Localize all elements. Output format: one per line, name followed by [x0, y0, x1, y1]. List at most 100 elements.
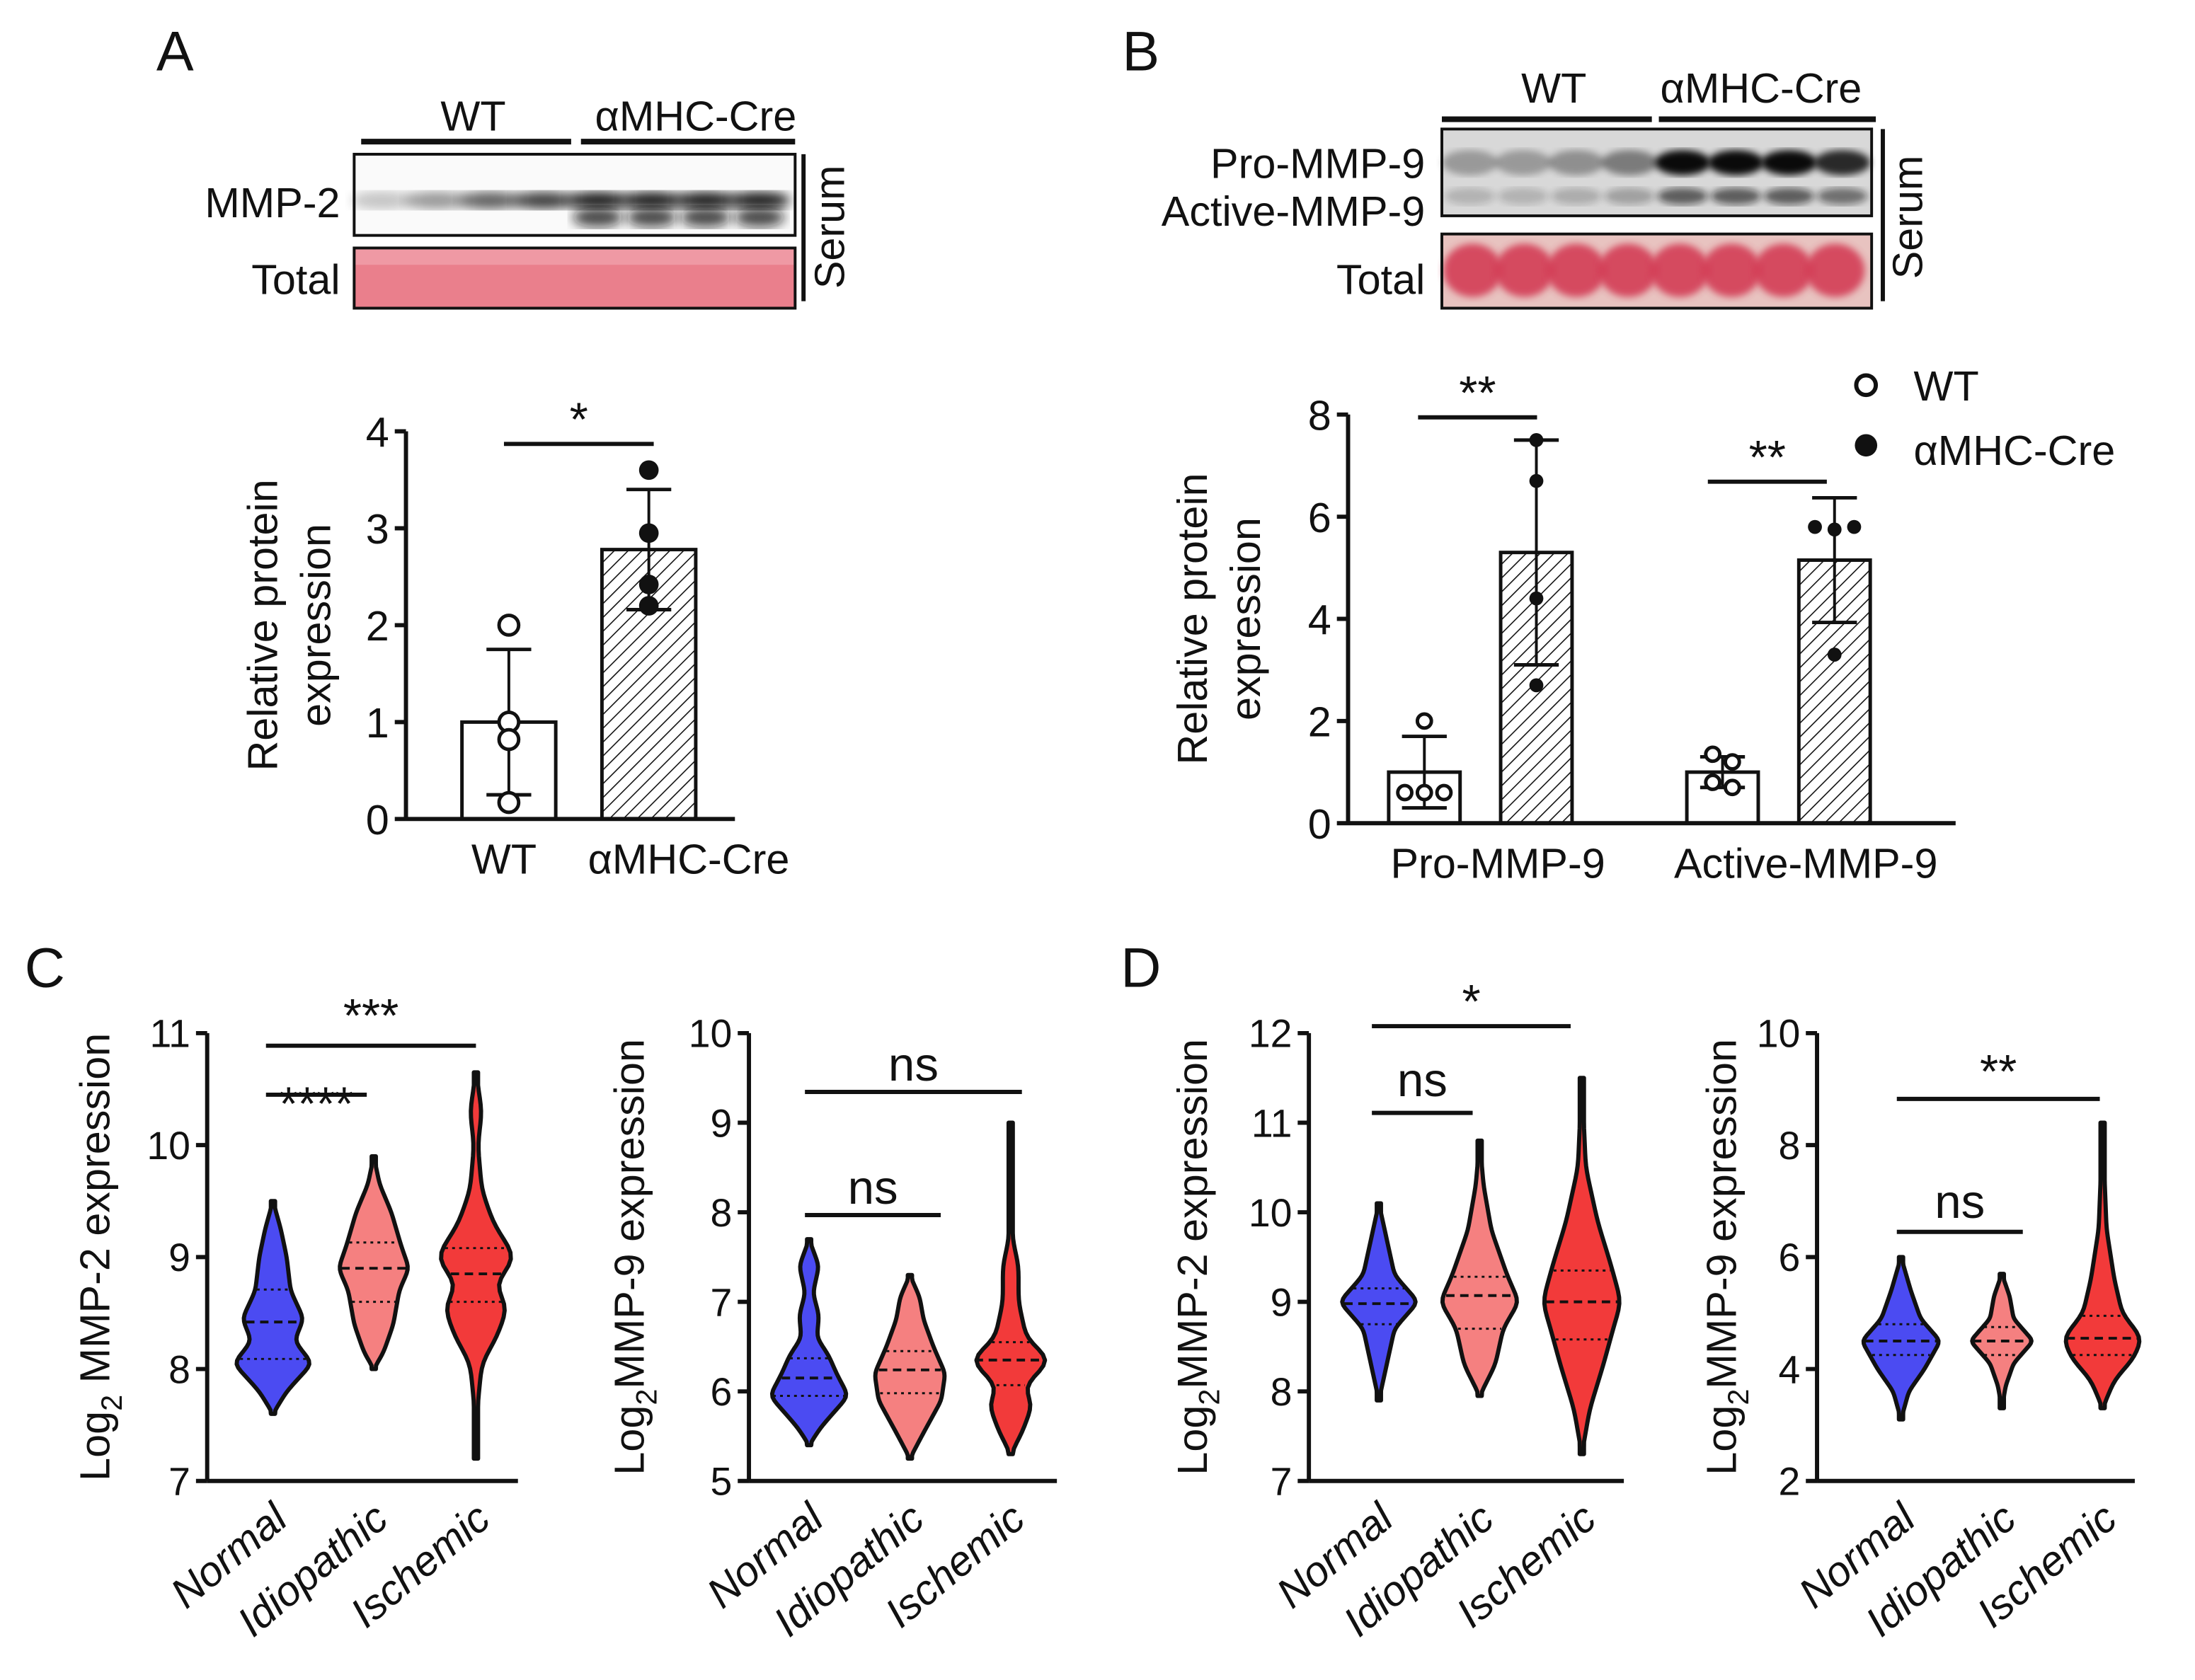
- significance-label: **: [1459, 367, 1496, 420]
- blot-band: [680, 207, 731, 227]
- y-tick-label: 10: [689, 1012, 733, 1056]
- blot-group-label-wt: WT: [1521, 64, 1586, 112]
- y-tick-label: 2: [366, 602, 389, 650]
- blot-band-active: [1710, 188, 1761, 205]
- y-tick-label: 11: [1251, 1101, 1292, 1145]
- blot-band-total: [1598, 243, 1658, 297]
- data-point-open: [1724, 753, 1741, 771]
- panel-label-a: A: [156, 19, 194, 82]
- blot-band-total: [1754, 243, 1813, 297]
- y-tick-label: 0: [1308, 800, 1331, 848]
- blot-band-total: [1650, 243, 1709, 297]
- y-label-text: MMP-2 expression: [71, 1033, 118, 1395]
- y-tick-label: 11: [149, 1012, 190, 1056]
- panel-label-b: B: [1122, 19, 1159, 82]
- blot-band: [572, 207, 624, 227]
- violin-idiopathic: [338, 1153, 410, 1371]
- y-tick-label: 6: [1308, 494, 1331, 541]
- y-tick-label: 2: [1778, 1460, 1800, 1504]
- y-tick-label: 3: [366, 505, 389, 553]
- blot-frame-mmp9: [1440, 127, 1874, 217]
- data-point-open: [497, 790, 521, 815]
- data-point-filled: [638, 575, 659, 594]
- y-tick-label: 12: [1249, 1012, 1293, 1056]
- x-tick-label: WT: [471, 835, 537, 882]
- blot-band-active: [1763, 188, 1815, 205]
- y-tick-label: 9: [711, 1101, 733, 1145]
- panel-label-d: D: [1121, 936, 1161, 999]
- legend-label-cre: αMHC-Cre: [1913, 427, 2115, 474]
- y-axis-label: Log2MMP-9 expression: [606, 1039, 663, 1475]
- blot-row-label-total: Total: [1336, 256, 1425, 304]
- violin-normal: [769, 1237, 849, 1448]
- violin-normal: [1861, 1255, 1941, 1422]
- significance-label: **: [1980, 1045, 2017, 1098]
- blot-band-total: [1443, 243, 1503, 297]
- violin-chart-C-mmp2: Log2 MMP-2 expressionNormalIdiopathicIsc…: [71, 989, 518, 1645]
- legend-label-wt: WT: [1913, 362, 1978, 410]
- blot-band: [626, 207, 677, 227]
- blot-band-active: [1604, 188, 1655, 205]
- legend-marker-open: [1854, 373, 1879, 398]
- blot-band: [512, 192, 575, 209]
- y-label-log: Log: [1169, 1405, 1216, 1475]
- violin-normal: [234, 1199, 311, 1416]
- data-point-filled: [1827, 648, 1842, 662]
- violin-ischemic: [974, 1120, 1048, 1456]
- panel-label-c: C: [25, 936, 65, 999]
- y-label-text: MMP-9 expression: [606, 1039, 653, 1389]
- blot-row-label-active-mmp9: Active-MMP-9: [1162, 188, 1425, 235]
- y-label-log: Log: [71, 1411, 118, 1481]
- blot-band-pro: [1442, 150, 1498, 176]
- data-point-open: [1435, 783, 1453, 802]
- significance-label: ****: [280, 1078, 354, 1131]
- x-tick-label: Active-MMP-9: [1674, 839, 1937, 887]
- data-point-open: [1704, 745, 1722, 764]
- y-axis-label: expression: [292, 524, 340, 727]
- y-axis-label: Relative protein: [239, 479, 287, 771]
- y-axis-label: Log2 MMP-2 expression: [71, 1033, 128, 1481]
- blot-group-label-cre: αMHC-Cre: [1661, 64, 1862, 112]
- violin-chart-D-mmp9: Log2MMP-9 expressionNormalIdiopathicIsch…: [1697, 1012, 2142, 1645]
- y-label-log: Log: [1697, 1405, 1745, 1475]
- y-label-text: MMP-2 expression: [1169, 1039, 1216, 1389]
- data-point-filled: [1529, 473, 1544, 488]
- blot-membrane-total-highlight: [354, 248, 796, 265]
- x-tick-label: Pro-MMP-9: [1390, 839, 1605, 887]
- data-point-open: [497, 614, 521, 637]
- data-point-filled: [638, 523, 659, 543]
- y-tick-label: 10: [147, 1124, 190, 1168]
- y-label-subscript: 2: [95, 1395, 128, 1411]
- data-point-filled: [1529, 678, 1544, 693]
- blot-band: [621, 192, 683, 209]
- data-point-open: [1724, 778, 1741, 797]
- y-tick-label: 4: [1778, 1347, 1800, 1391]
- y-tick-label: 7: [168, 1460, 190, 1504]
- blot-band: [351, 192, 413, 209]
- y-tick-label: 8: [1778, 1124, 1800, 1168]
- blot-band-active: [1444, 188, 1496, 205]
- data-point-filled: [1529, 432, 1544, 447]
- violin-normal: [1340, 1201, 1418, 1403]
- data-point-open: [1415, 712, 1433, 730]
- blot-band: [734, 207, 785, 227]
- blot-band-active: [1498, 188, 1549, 205]
- data-point-filled: [1808, 519, 1822, 534]
- blot-group-label-cre: αMHC-Cre: [595, 92, 797, 139]
- figure-root: A B C D WT αMHC-Cre MMP-2 Total Serum WT αMHC-Cre P…: [25, 19, 2142, 1645]
- blot-frame-mmp2: [353, 152, 797, 237]
- y-label-log: Log: [606, 1405, 653, 1475]
- significance-label: *: [570, 393, 588, 446]
- significance-label: **: [1749, 431, 1786, 484]
- data-point-filled: [638, 596, 659, 616]
- blot-band-total: [1806, 243, 1865, 297]
- blot-row-label-mmp2: MMP-2: [205, 179, 340, 226]
- y-tick-label: 6: [711, 1370, 733, 1414]
- y-axis-label: expression: [1222, 517, 1269, 720]
- blot-band-pro: [1760, 150, 1818, 176]
- y-label-subscript: 2: [630, 1389, 663, 1405]
- y-axis-label: Relative protein: [1169, 473, 1216, 764]
- data-point-filled: [1847, 519, 1862, 534]
- blot-side-label-serum: Serum: [1884, 156, 1931, 280]
